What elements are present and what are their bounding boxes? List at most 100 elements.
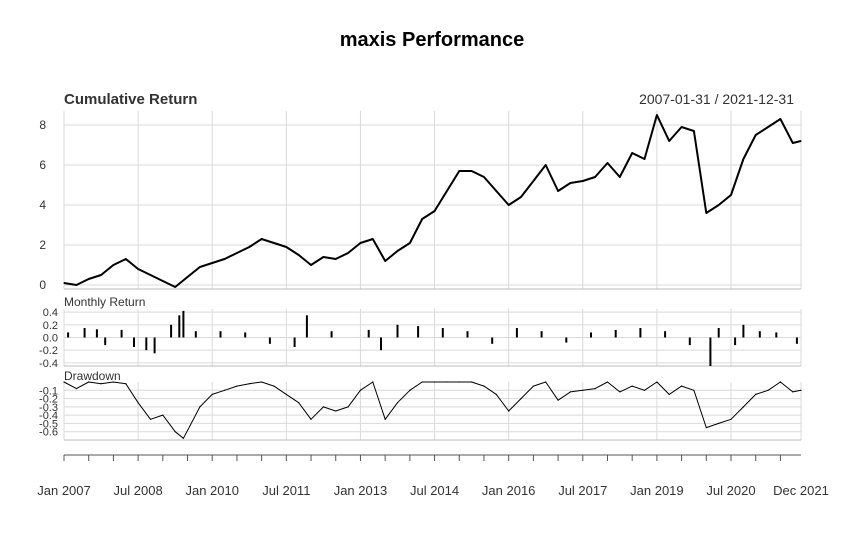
data-point — [594, 388, 596, 390]
x-tick-label: Jul 2008 — [114, 483, 163, 498]
y-tick-label: -0.5 — [39, 418, 58, 430]
data-point — [792, 142, 794, 144]
data-point — [174, 286, 176, 288]
data-point — [88, 381, 90, 383]
data-point — [668, 140, 670, 142]
monthly-return-bar — [742, 324, 745, 338]
data-point — [409, 242, 411, 244]
data-point — [656, 114, 658, 116]
data-point — [631, 385, 633, 387]
data-point — [75, 284, 77, 286]
x-tick-label: Jan 2007 — [37, 483, 91, 498]
data-point — [557, 399, 559, 401]
y-tick-label: -0.2 — [39, 394, 58, 406]
data-point — [705, 212, 707, 214]
monthly-return-bar — [153, 337, 156, 354]
data-point — [606, 381, 609, 383]
data-point — [186, 276, 189, 278]
data-point — [800, 140, 802, 142]
monthly-return-bar — [219, 331, 222, 338]
data-point — [224, 389, 226, 391]
data-point — [545, 381, 547, 383]
y-tick-label: -0.6 — [39, 427, 58, 439]
chart-title: maxis Performance — [340, 29, 525, 51]
data-point — [199, 266, 201, 268]
data-point — [347, 406, 349, 408]
x-tick-label: Jan 2016 — [482, 483, 536, 498]
y-tick-label: 6 — [39, 158, 46, 172]
monthly-return-bar — [417, 326, 420, 338]
data-point — [582, 389, 584, 391]
data-point — [446, 190, 448, 192]
gridlines — [63, 111, 802, 441]
monthly-return-bar — [441, 328, 444, 338]
drawdown-title: Drawdown — [64, 369, 121, 383]
data-point — [779, 381, 782, 383]
data-point — [483, 385, 485, 387]
data-point — [755, 134, 757, 136]
data-point — [310, 418, 312, 420]
monthly-return-bar — [758, 331, 761, 338]
data-point — [681, 126, 683, 128]
data-point — [372, 381, 374, 383]
data-point — [100, 274, 102, 276]
data-point — [347, 252, 349, 254]
data-point — [149, 418, 152, 420]
data-point — [384, 418, 386, 420]
data-point — [211, 262, 213, 264]
y-tick-label: -0.2 — [39, 345, 58, 357]
data-point — [384, 260, 386, 262]
data-point — [594, 176, 596, 178]
data-point — [285, 246, 287, 248]
data-point — [458, 381, 460, 383]
data-point — [310, 264, 312, 266]
y-tick-label: 0.4 — [43, 307, 58, 319]
monthly-return-bar — [67, 332, 70, 338]
data-point — [335, 410, 337, 412]
monthly-return-bar — [83, 328, 86, 338]
monthly-return-bar — [565, 337, 568, 343]
data-point — [606, 162, 609, 164]
monthly-return-bar — [104, 337, 107, 346]
data-point — [619, 391, 621, 393]
data-point — [643, 158, 646, 160]
chart-marks — [63, 114, 802, 439]
data-point — [693, 389, 695, 391]
data-point — [619, 176, 621, 178]
monthly-return-bar — [367, 329, 370, 338]
monthly-return-bar — [688, 337, 691, 346]
axes: 024680.40.20.0-0.2-0.4-0.1-0.2-0.3-0.4-0… — [37, 118, 829, 498]
data-point — [643, 389, 646, 391]
monthly-return-bar — [709, 337, 712, 366]
monthly-return-bar — [614, 329, 617, 338]
data-point — [162, 280, 164, 282]
data-point — [322, 406, 324, 408]
data-point — [100, 383, 102, 385]
data-point — [112, 264, 114, 266]
data-point — [532, 385, 535, 387]
data-point — [273, 385, 275, 387]
data-point — [409, 389, 411, 391]
data-point — [520, 398, 522, 400]
data-point — [236, 385, 238, 387]
data-point — [458, 170, 460, 172]
data-point — [421, 218, 423, 220]
y-tick-label: 0 — [39, 278, 46, 292]
data-point — [434, 210, 436, 212]
data-point — [162, 414, 164, 416]
monthly-return-bar — [795, 337, 798, 344]
data-point — [755, 393, 757, 395]
monthly-return-bar — [268, 337, 271, 344]
monthly-return-bar — [178, 315, 181, 338]
data-point — [569, 182, 572, 184]
data-point — [112, 381, 114, 383]
data-point — [800, 389, 802, 391]
x-tick-label: Jan 2019 — [630, 483, 684, 498]
data-point — [137, 402, 139, 404]
data-point — [396, 402, 399, 404]
data-point — [372, 238, 374, 240]
data-point — [434, 381, 436, 383]
monthly-return-bar — [491, 337, 494, 344]
